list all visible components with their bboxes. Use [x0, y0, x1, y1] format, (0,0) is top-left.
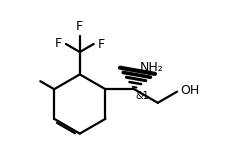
Text: F: F	[55, 37, 62, 50]
Text: &1: &1	[134, 91, 148, 101]
Text: OH: OH	[180, 84, 199, 97]
Text: F: F	[97, 37, 104, 51]
Text: F: F	[76, 20, 83, 33]
Text: NH₂: NH₂	[140, 61, 163, 74]
